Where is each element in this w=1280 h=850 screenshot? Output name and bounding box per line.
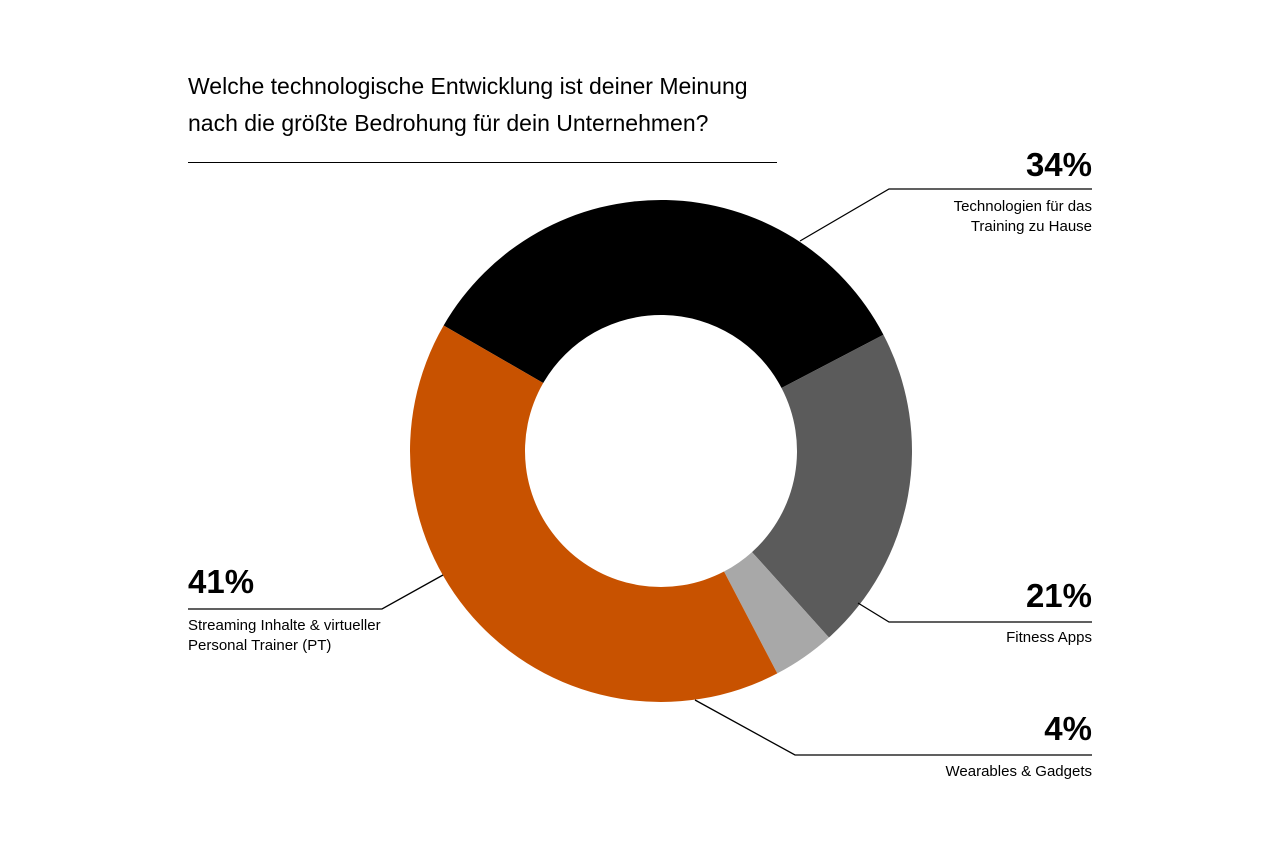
data-label-streaming-percent: 41% bbox=[188, 563, 255, 600]
chart-title: Welche technologische Entwicklung ist de… bbox=[188, 68, 888, 142]
data-label-training-line-2: Training zu Hause bbox=[970, 218, 1092, 235]
leader-line-training bbox=[799, 188, 1092, 242]
donut-slice-training bbox=[443, 200, 884, 388]
data-label-streaming-line-1: Streaming Inhalte & virtueller bbox=[188, 617, 381, 634]
data-label-fitness-name: Fitness Apps bbox=[1006, 628, 1092, 648]
data-label-training-percent: 34% bbox=[1025, 146, 1092, 183]
data-label-wearables-name: Wearables & Gadgets bbox=[946, 762, 1092, 782]
data-label-fitness-percent: 21% bbox=[1025, 577, 1092, 614]
leader-line-wearables bbox=[694, 699, 1092, 756]
chart-title-line-1: Welche technologische Entwicklung ist de… bbox=[188, 73, 748, 99]
leader-lines bbox=[188, 188, 1092, 756]
data-label-fitness-line-1: Fitness Apps bbox=[1006, 629, 1092, 646]
data-label-wearables-percent: 4% bbox=[1044, 710, 1092, 747]
leader-line-streaming bbox=[188, 574, 444, 610]
donut-slice-wearables bbox=[724, 552, 829, 674]
leader-line-fitness bbox=[857, 602, 1092, 623]
chart-title-line-2: nach die größte Bedrohung für dein Unter… bbox=[188, 110, 709, 136]
donut-slice-streaming bbox=[410, 325, 778, 702]
data-label-wearables-line-1: Wearables & Gadgets bbox=[945, 763, 1092, 780]
title-divider bbox=[188, 162, 777, 163]
data-label-streaming-name: Streaming Inhalte & virtueller Personal … bbox=[188, 616, 381, 656]
donut-slices bbox=[410, 200, 912, 702]
donut-slice-fitness bbox=[752, 334, 912, 638]
data-label-streaming-line-2: Personal Trainer (PT) bbox=[188, 637, 332, 654]
data-label-training-line-1: Technologien für das bbox=[953, 198, 1092, 215]
data-label-training-name: Technologien für das Training zu Hause bbox=[954, 197, 1092, 237]
